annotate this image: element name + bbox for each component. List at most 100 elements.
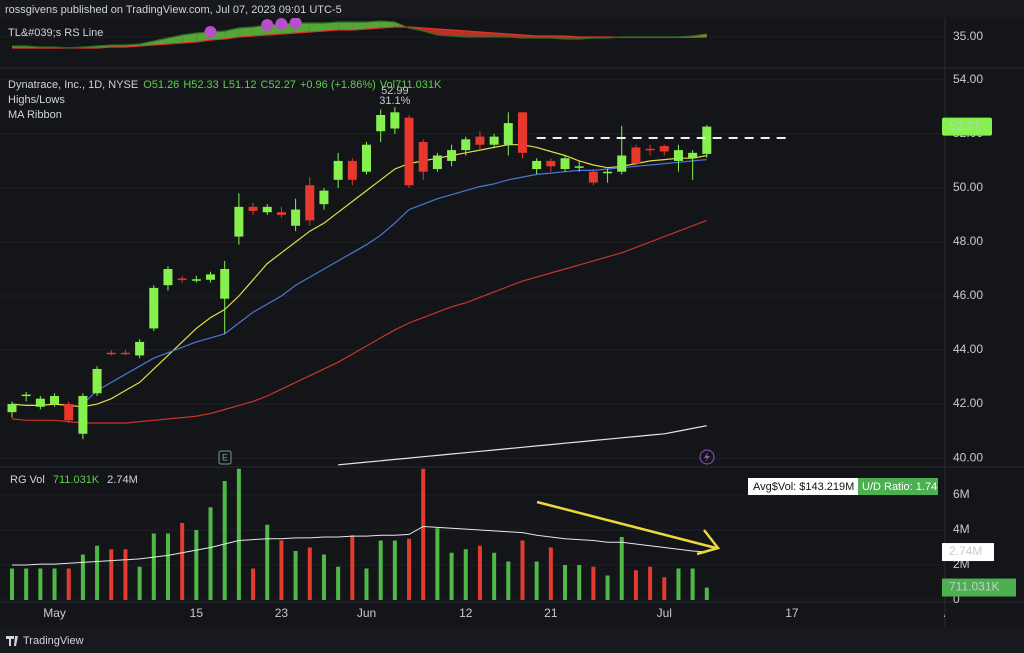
y-tick-label: 6M <box>953 487 970 501</box>
candle-body <box>404 117 414 186</box>
header: rossgivens published on TradingView.com,… <box>5 4 342 16</box>
volume-bar <box>265 524 270 600</box>
candle-body <box>177 278 187 280</box>
y-tick-label: 35.00 <box>953 29 983 43</box>
candle-body <box>333 160 343 180</box>
volume-bar <box>492 552 497 600</box>
candle-body <box>461 139 471 151</box>
volume-bar <box>350 535 355 600</box>
y-tick-label: 54.00 <box>953 72 983 86</box>
volume-bar <box>109 549 114 600</box>
rs-fill <box>338 22 353 30</box>
rs-line <box>12 20 707 49</box>
candle-body <box>35 398 45 407</box>
candle-body <box>262 206 272 213</box>
volume-bar <box>165 533 170 600</box>
candle-body <box>21 394 31 397</box>
volume-bar <box>38 568 43 600</box>
legend-value: +0.96 (+1.86%) <box>299 79 376 91</box>
volume-bar <box>591 566 596 600</box>
candle-body <box>617 155 627 172</box>
candle-body <box>106 352 116 355</box>
ma-line <box>11 144 707 408</box>
volume-bar <box>690 568 695 600</box>
ma-line <box>11 219 708 424</box>
candle-body <box>248 206 258 211</box>
volume-bar <box>336 566 341 600</box>
earnings-icon <box>218 450 232 465</box>
volume-bar <box>563 565 568 600</box>
volume-bar <box>449 552 454 600</box>
candle-body <box>475 136 485 145</box>
candle-body <box>447 150 457 161</box>
volume-bar <box>222 481 227 600</box>
volume-bar <box>662 577 667 600</box>
high-label: 52.99 <box>381 85 409 97</box>
candle-body <box>574 166 584 168</box>
candle-body <box>645 148 655 151</box>
indicator-list: Highs/Lows MA Ribbon <box>8 94 65 121</box>
ma-line <box>338 425 707 466</box>
high-change-label: 31.1% <box>379 95 410 107</box>
y-tick-label: 42.00 <box>953 396 983 410</box>
volume-bar <box>676 568 681 600</box>
volume-last: 711.031K <box>52 474 100 486</box>
volume-bar <box>421 468 426 600</box>
y-tick-label: 46.00 <box>953 288 983 302</box>
volume-bar <box>577 565 582 600</box>
volume-bar <box>605 575 610 600</box>
legend-value: Vol711.031K <box>379 79 442 91</box>
volume-bar <box>194 530 199 600</box>
legend-value: H52.33 <box>183 79 219 91</box>
volume-bar <box>80 554 85 600</box>
volume-bar <box>321 554 326 600</box>
rs-new-high <box>204 26 217 38</box>
candle-body <box>163 268 173 286</box>
y-tick-label: 44.00 <box>953 342 983 356</box>
volume-bar <box>208 507 213 600</box>
candle-body <box>7 404 17 413</box>
ohlc-legend: O51.26 H52.33 L51.12 C52.27 +0.96 (+1.86%) Vo… <box>143 79 441 91</box>
x-tick-label: 15 <box>190 606 204 620</box>
rs-fill <box>380 21 395 28</box>
rs-fill <box>437 29 452 36</box>
ma-line <box>82 159 707 405</box>
volume-bar <box>137 566 142 600</box>
candle-body <box>64 404 74 421</box>
time-axis: May 15 23 Jun 12 21 Jul 17 A <box>43 606 945 620</box>
rs-legend: TL&#039;s RS Line <box>8 27 103 39</box>
volume-bar <box>123 549 128 600</box>
candle-body <box>532 160 542 170</box>
volume-bar <box>407 538 412 600</box>
rs-fill <box>309 23 324 32</box>
volume-bar <box>151 533 156 600</box>
rs-ma-line <box>12 26 707 49</box>
volume-bar <box>251 568 256 600</box>
volume-ma-box <box>942 543 994 562</box>
volume-bar <box>52 568 57 600</box>
rs-fill <box>465 31 480 37</box>
rs-new-high <box>289 18 302 29</box>
volume-bar <box>633 570 638 600</box>
volume-legend: RG Vol 711.031K 2.74M <box>10 474 138 486</box>
price-axis: 54.0052.0050.0048.0046.0044.0042.0040.00… <box>942 29 1016 606</box>
volume-bar <box>548 547 553 600</box>
x-tick-label: Jun <box>357 606 376 620</box>
rs-fill <box>323 22 339 31</box>
ud-ratio: U/D Ratio: 1.74 <box>862 481 937 493</box>
candle-body <box>149 287 159 329</box>
y-tick-label: 48.00 <box>953 234 983 248</box>
x-tick-label: 21 <box>544 606 558 620</box>
volume-bar <box>534 561 539 600</box>
volume-bar <box>704 587 709 600</box>
candle-body <box>688 152 698 159</box>
volume-ma-line <box>12 525 707 566</box>
x-tick-label: Jul <box>657 606 672 620</box>
x-tick-label: 12 <box>459 606 473 620</box>
volume-bar <box>506 561 511 600</box>
rs-fill <box>423 28 438 35</box>
candle-body <box>78 395 88 434</box>
price-pane <box>0 79 945 466</box>
indicator-name: Highs/Lows <box>8 94 65 106</box>
candle-body <box>702 126 712 154</box>
